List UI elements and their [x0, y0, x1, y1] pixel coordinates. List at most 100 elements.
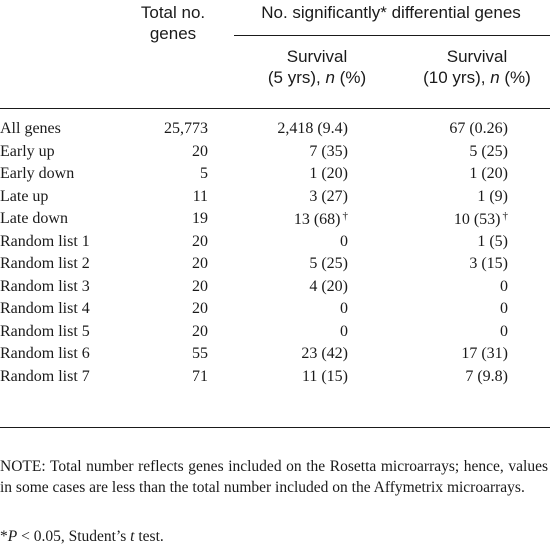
column-gap [348, 276, 388, 299]
gene-set-name: Early up [0, 141, 150, 164]
gene-set-name-value: All genes [0, 120, 61, 138]
survival-10yr-value: 7 (9.8) [465, 367, 508, 385]
total-genes-value: 20 [192, 277, 208, 295]
gene-set-name: Late up [0, 186, 150, 209]
five-year-pct: (%) [334, 68, 367, 87]
survival-5yr-value: 3 (27) [309, 187, 348, 205]
survival-10yr: 0 [388, 321, 508, 344]
five-year-header: Survival (5 yrs), n (%) [242, 46, 392, 88]
footnote-middle: < 0.05, Student’s [17, 528, 131, 545]
group-header-text: No. significantly* differential genes [261, 3, 521, 22]
survival-10yr: 10 (53) † [388, 208, 508, 231]
column-gap [348, 298, 388, 321]
survival-5yr-value: 13 (68) [293, 210, 341, 228]
group-header: No. significantly* differential genes [232, 2, 550, 23]
gene-set-name: Random list 3 [0, 276, 150, 299]
survival-10yr: 1 (9) [388, 186, 508, 209]
survival-5yr-value: 0 [340, 322, 348, 340]
survival-5yr: 0 [208, 321, 348, 344]
five-year-prefix: (5 yrs), [267, 68, 326, 87]
ten-year-header: Survival (10 yrs), n (%) [402, 46, 550, 88]
survival-10yr-value: 1 (20) [469, 165, 508, 183]
gene-set-name: Random list 6 [0, 343, 150, 366]
gene-table-body: All genes 25,773 2,418 (9.4) 67 (0.26) Early… [0, 118, 508, 388]
total-genes: 25,773 [150, 118, 208, 141]
table-row: Late down 19 13 (68) † 10 (53) † [0, 208, 508, 231]
survival-5yr-value: 4 (20) [309, 277, 348, 295]
gene-set-name: Random list 7 [0, 366, 150, 389]
survival-10yr-value: 17 (31) [461, 345, 508, 363]
survival-5yr: 11 (15) [208, 366, 348, 389]
gene-table: All genes 25,773 2,418 (9.4) 67 (0.26) Early… [0, 118, 508, 388]
survival-5yr: 2,418 (9.4) [208, 118, 348, 141]
table-row: Random list 3 20 4 (20) 0 [0, 276, 508, 299]
gene-set-name: Random list 2 [0, 253, 150, 276]
table-row: Late up 11 3 (27) 1 (9) [0, 186, 508, 209]
footnote-asterisk: * [0, 528, 8, 545]
survival-10yr-value: 3 (15) [469, 255, 508, 273]
five-year-n: n [325, 68, 335, 87]
survival-10yr-value: 0 [500, 322, 508, 340]
column-gap [348, 253, 388, 276]
total-genes: 20 [150, 321, 208, 344]
survival-10yr-value: 10 (53) [453, 210, 501, 228]
total-genes-value: 25,773 [164, 120, 208, 138]
dagger-mark: † [502, 209, 509, 222]
column-gap [348, 141, 388, 164]
survival-5yr: 5 (25) [208, 253, 348, 276]
survival-5yr-value: 23 (42) [301, 345, 348, 363]
survival-10yr: 1 (20) [388, 163, 508, 186]
total-genes: 11 [150, 186, 208, 209]
gene-set-name-value: Random list 2 [0, 255, 90, 273]
total-genes-value: 20 [192, 255, 208, 273]
total-genes-value: 20 [192, 322, 208, 340]
total-genes-value: 5 [200, 165, 208, 183]
five-year-header-line1: Survival [286, 47, 348, 66]
gene-set-name-value: Random list 6 [0, 345, 90, 363]
total-genes-header-text: Total no. genes [140, 3, 206, 43]
table-row: Random list 5 20 0 0 [0, 321, 508, 344]
column-gap [348, 231, 388, 254]
survival-10yr: 0 [388, 276, 508, 299]
ten-year-pct: (%) [499, 68, 531, 87]
survival-10yr-value: 0 [500, 300, 508, 318]
ten-year-header-line1: Survival [446, 47, 508, 66]
survival-5yr: 4 (20) [208, 276, 348, 299]
survival-10yr: 1 (5) [388, 231, 508, 254]
total-genes: 5 [150, 163, 208, 186]
survival-10yr-value: 1 (9) [477, 187, 508, 205]
total-genes: 20 [150, 276, 208, 299]
column-gap [348, 366, 388, 389]
ten-year-header-line2: (10 yrs), n (%) [402, 67, 550, 88]
ten-year-prefix: (10 yrs), [423, 68, 491, 87]
gene-set-name-value: Late up [0, 187, 49, 205]
survival-10yr-value: 1 (5) [477, 232, 508, 250]
gene-set-name-value: Random list 5 [0, 322, 90, 340]
total-genes-value: 55 [192, 345, 208, 363]
total-genes: 20 [150, 231, 208, 254]
survival-5yr: 3 (27) [208, 186, 348, 209]
survival-5yr-value: 1 (20) [309, 165, 348, 183]
gene-set-name-value: Random list 4 [0, 300, 90, 318]
total-genes-value: 19 [192, 210, 208, 228]
gene-set-name: Early down [0, 163, 150, 186]
gene-set-name-value: Late down [0, 210, 68, 228]
group-header-rule [234, 35, 550, 36]
header-bottom-rule [0, 108, 550, 109]
total-genes-value: 11 [192, 187, 208, 205]
gene-set-name-value: Random list 3 [0, 277, 90, 295]
gene-set-name-value: Early up [0, 142, 55, 160]
table-row: All genes 25,773 2,418 (9.4) 67 (0.26) [0, 118, 508, 141]
survival-5yr: 1 (20) [208, 163, 348, 186]
column-gap [348, 321, 388, 344]
gene-set-name: Random list 4 [0, 298, 150, 321]
table-row: Random list 6 55 23 (42) 17 (31) [0, 343, 508, 366]
survival-5yr-value: 7 (35) [309, 142, 348, 160]
column-gap [348, 118, 388, 141]
survival-5yr: 13 (68) † [208, 208, 348, 231]
survival-5yr-value: 0 [340, 300, 348, 318]
gene-set-name: Random list 5 [0, 321, 150, 344]
gene-set-name: Random list 1 [0, 231, 150, 254]
total-genes: 55 [150, 343, 208, 366]
gene-set-name: All genes [0, 118, 150, 141]
